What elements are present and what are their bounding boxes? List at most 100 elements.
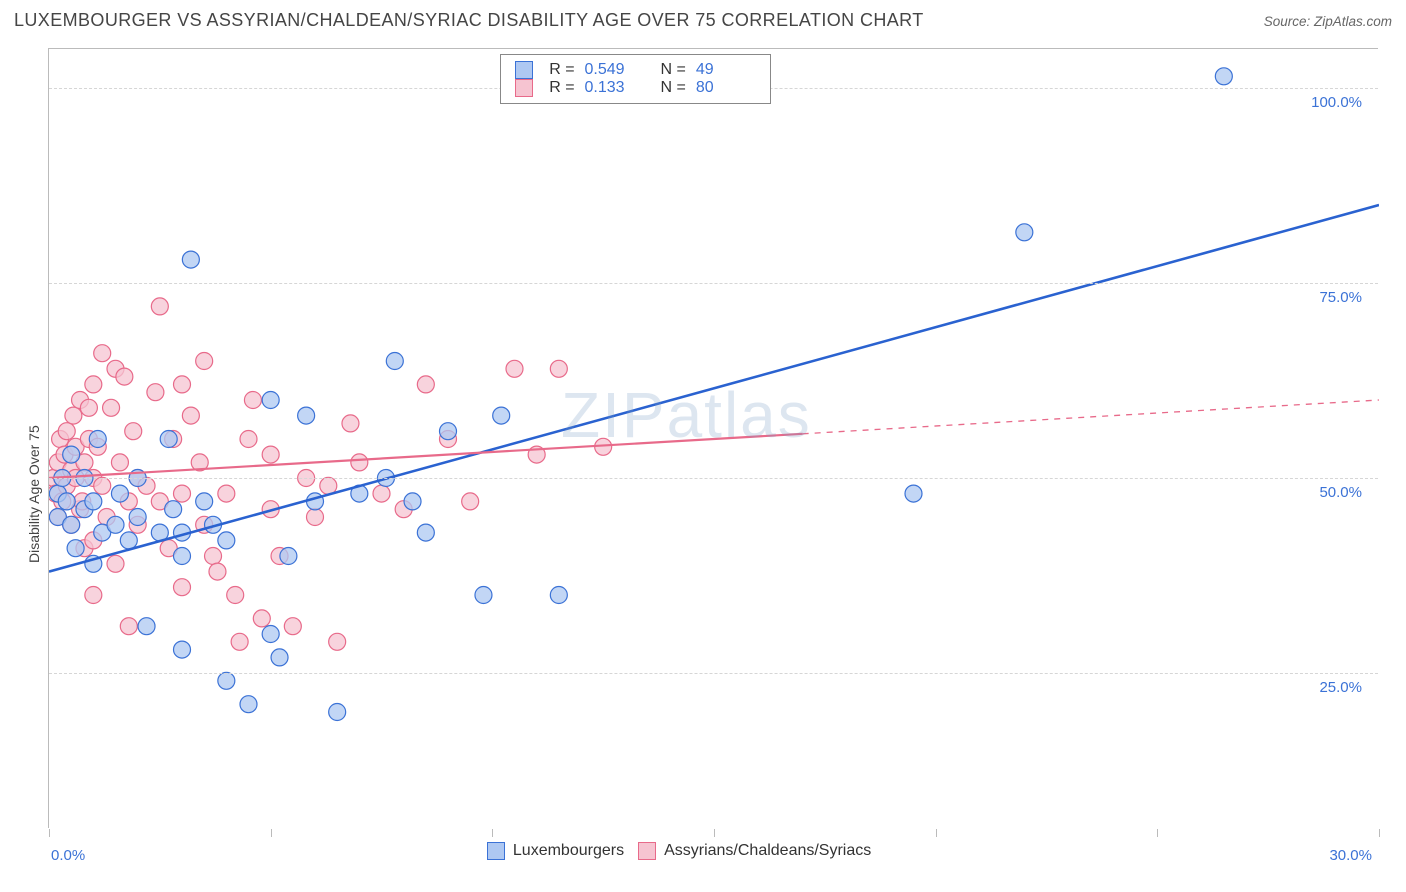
legend-r-key: R =: [549, 61, 574, 79]
data-point: [85, 376, 102, 393]
data-point: [174, 485, 191, 502]
data-point: [262, 446, 279, 463]
data-point: [94, 477, 111, 494]
data-point: [475, 587, 492, 604]
data-point: [329, 704, 346, 721]
series-legend-label: Luxembourgers: [513, 842, 624, 860]
data-point: [905, 485, 922, 502]
data-point: [462, 493, 479, 510]
grid-line: [49, 673, 1378, 674]
data-point: [284, 618, 301, 635]
legend-swatch: [515, 79, 533, 97]
data-point: [373, 485, 390, 502]
trend-line: [49, 205, 1379, 572]
data-point: [298, 407, 315, 424]
x-tick: [936, 829, 937, 837]
legend-swatch: [515, 61, 533, 79]
data-point: [63, 516, 80, 533]
data-point: [111, 485, 128, 502]
data-point: [342, 415, 359, 432]
x-tick-label: 30.0%: [1329, 847, 1372, 864]
y-tick-label: 25.0%: [1319, 679, 1362, 696]
data-point: [196, 353, 213, 370]
data-point: [151, 298, 168, 315]
data-point: [262, 392, 279, 409]
series-legend-item: Assyrians/Chaldeans/Syriacs: [638, 842, 871, 860]
data-point: [218, 532, 235, 549]
data-point: [89, 431, 106, 448]
correlation-legend-row: R =0.133N =80: [515, 79, 756, 97]
data-point: [94, 345, 111, 362]
data-point: [218, 485, 235, 502]
data-point: [196, 493, 213, 510]
legend-n-key: N =: [661, 61, 686, 79]
data-point: [280, 548, 297, 565]
data-point: [329, 633, 346, 650]
legend-r-key: R =: [549, 79, 574, 97]
data-point: [174, 641, 191, 658]
plot-svg: [49, 49, 1379, 829]
trend-line-dashed: [803, 400, 1379, 434]
data-point: [138, 618, 155, 635]
data-point: [129, 509, 146, 526]
legend-swatch: [638, 842, 656, 860]
data-point: [417, 524, 434, 541]
data-point: [174, 579, 191, 596]
data-point: [80, 399, 97, 416]
data-point: [120, 532, 137, 549]
data-point: [205, 548, 222, 565]
plot-area: 25.0%50.0%75.0%100.0%0.0%30.0%: [48, 48, 1378, 828]
data-point: [231, 633, 248, 650]
legend-n-value: 80: [696, 79, 756, 97]
legend-r-value: 0.133: [585, 79, 645, 97]
x-tick: [714, 829, 715, 837]
data-point: [209, 563, 226, 580]
y-axis-label: Disability Age Over 75: [26, 425, 42, 563]
data-point: [125, 423, 142, 440]
legend-swatch: [487, 842, 505, 860]
data-point: [506, 360, 523, 377]
data-point: [160, 431, 177, 448]
data-point: [116, 368, 133, 385]
correlation-legend-row: R = 0.549 N = 49: [515, 61, 756, 79]
data-point: [253, 610, 270, 627]
data-point: [58, 423, 75, 440]
data-point: [386, 353, 403, 370]
data-point: [67, 540, 84, 557]
y-tick-label: 50.0%: [1319, 484, 1362, 501]
legend-r-value: 0.549: [585, 61, 645, 79]
data-point: [111, 454, 128, 471]
data-point: [165, 501, 182, 518]
grid-line: [49, 283, 1378, 284]
y-tick-label: 75.0%: [1319, 289, 1362, 306]
legend-n-value: 49: [696, 61, 756, 79]
data-point: [103, 399, 120, 416]
series-legend: Luxembourgers Assyrians/Chaldeans/Syriacs: [487, 842, 871, 860]
data-point: [262, 626, 279, 643]
data-point: [404, 493, 421, 510]
x-tick: [49, 829, 50, 837]
series-legend-label: Assyrians/Chaldeans/Syriacs: [664, 842, 871, 860]
y-tick-label: 100.0%: [1311, 94, 1362, 111]
data-point: [85, 493, 102, 510]
x-tick: [271, 829, 272, 837]
data-point: [65, 407, 82, 424]
data-point: [240, 696, 257, 713]
x-tick: [492, 829, 493, 837]
data-point: [550, 587, 567, 604]
series-legend-item: Luxembourgers: [487, 842, 624, 860]
x-tick: [1379, 829, 1380, 837]
data-point: [218, 672, 235, 689]
data-point: [147, 384, 164, 401]
grid-line: [49, 478, 1378, 479]
data-point: [493, 407, 510, 424]
data-point: [182, 251, 199, 268]
data-point: [174, 376, 191, 393]
data-point: [58, 493, 75, 510]
source-label: Source: ZipAtlas.com: [1264, 14, 1392, 29]
chart-title: LUXEMBOURGER VS ASSYRIAN/CHALDEAN/SYRIAC…: [14, 10, 924, 31]
chart-container: LUXEMBOURGER VS ASSYRIAN/CHALDEAN/SYRIAC…: [0, 0, 1406, 892]
data-point: [120, 618, 137, 635]
data-point: [1215, 68, 1232, 85]
correlation-legend: R = 0.549 N = 49R = 0.133 N = 80: [500, 54, 771, 104]
